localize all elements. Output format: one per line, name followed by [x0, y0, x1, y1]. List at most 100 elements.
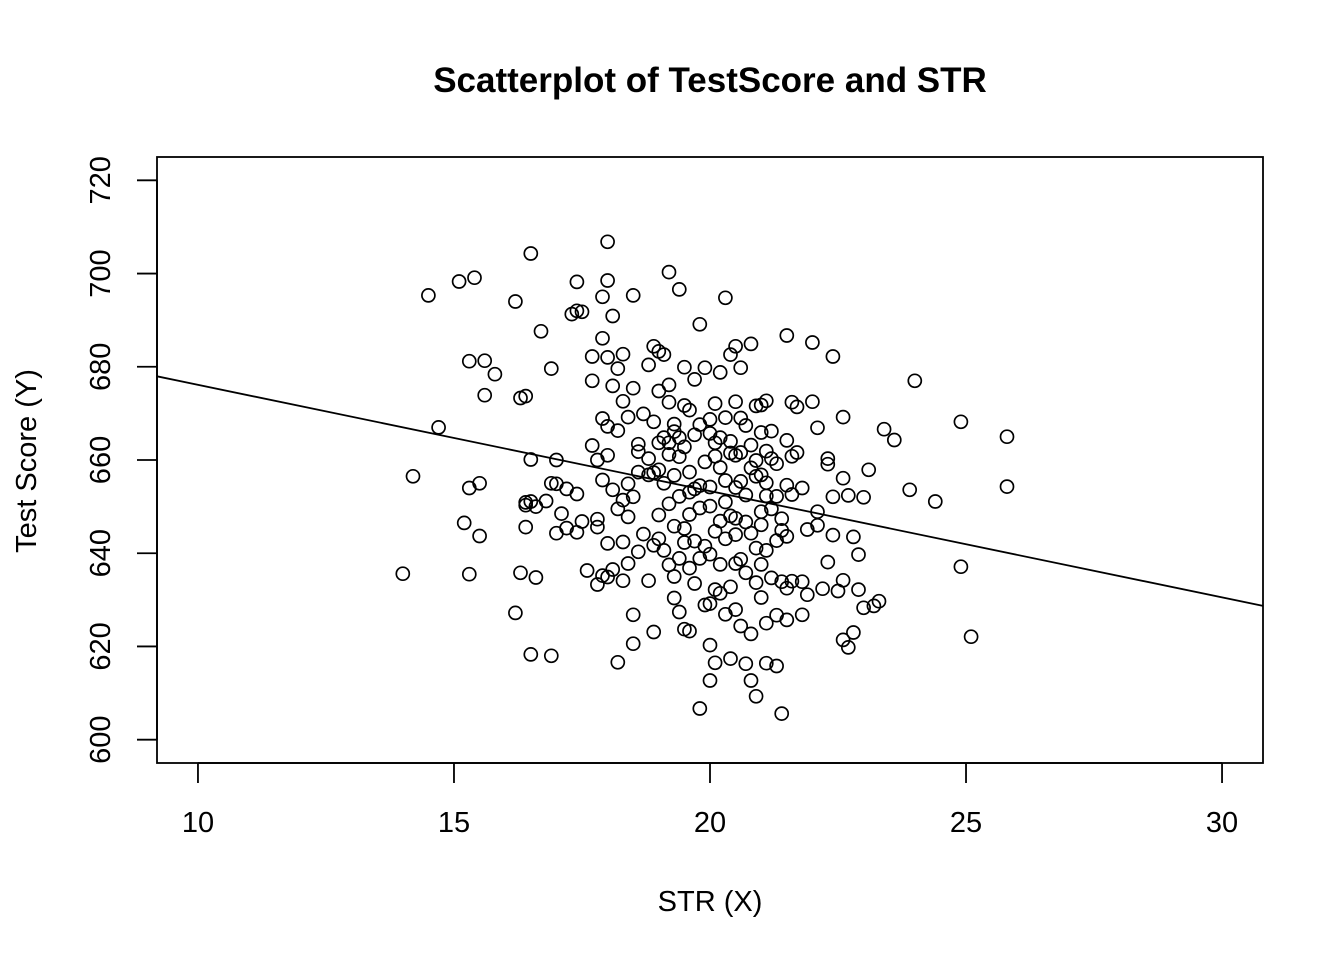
data-point	[661, 377, 677, 393]
data-point	[615, 393, 631, 409]
data-point	[789, 399, 805, 415]
data-point	[738, 487, 754, 503]
data-point	[758, 543, 774, 558]
data-point	[728, 556, 743, 571]
data-point	[620, 556, 636, 571]
data-point	[963, 629, 979, 645]
data-point	[421, 288, 436, 303]
data-point	[513, 565, 528, 581]
x-tick-label: 25	[950, 807, 982, 839]
data-point	[769, 456, 784, 472]
data-point	[876, 421, 892, 437]
data-point	[692, 500, 708, 516]
data-point	[840, 488, 856, 503]
y-axis-label: Test Score (Y)	[11, 369, 43, 553]
data-point	[508, 605, 523, 621]
data-point	[600, 273, 615, 288]
data-point	[615, 492, 631, 508]
data-point	[533, 323, 549, 339]
data-point	[671, 489, 687, 504]
data-point	[456, 515, 472, 531]
data-point	[666, 518, 682, 534]
data-point	[543, 648, 559, 664]
data-point	[728, 338, 743, 354]
data-point	[764, 501, 779, 517]
data-point	[835, 632, 851, 648]
data-point	[569, 486, 585, 502]
data-point	[702, 412, 718, 427]
data-point	[523, 494, 539, 509]
data-point	[620, 509, 636, 525]
y-tick-label: 680	[85, 343, 117, 391]
data-point	[764, 451, 779, 466]
data-point	[692, 551, 708, 566]
data-point	[953, 414, 969, 430]
data-point	[528, 570, 544, 585]
data-point	[769, 489, 784, 504]
data-point	[799, 522, 815, 537]
data-point	[518, 388, 534, 404]
data-point	[728, 394, 743, 410]
data-point	[840, 640, 856, 655]
data-point	[820, 456, 836, 472]
data-point	[702, 637, 718, 653]
data-point	[794, 480, 810, 496]
data-point	[774, 523, 790, 538]
data-point	[692, 316, 708, 332]
data-point	[835, 572, 851, 588]
data-point	[677, 535, 692, 550]
data-point	[835, 470, 851, 486]
data-point	[595, 472, 610, 488]
data-point	[743, 437, 759, 453]
data-point	[646, 414, 662, 430]
data-point	[605, 308, 621, 324]
data-point	[677, 398, 692, 413]
data-point	[718, 410, 733, 425]
data-point	[605, 378, 621, 394]
data-point	[825, 527, 841, 543]
data-point	[518, 519, 534, 535]
data-point	[753, 590, 769, 605]
data-point	[851, 582, 866, 597]
data-point	[753, 557, 769, 572]
data-point	[702, 479, 718, 495]
data-point	[856, 600, 871, 616]
data-point	[595, 411, 610, 426]
data-point	[902, 482, 918, 498]
data-point	[846, 625, 861, 640]
data-point	[712, 430, 728, 445]
data-point	[584, 373, 600, 389]
data-point	[697, 360, 713, 376]
data-point	[395, 566, 411, 582]
data-point	[477, 387, 493, 403]
data-point	[615, 534, 631, 550]
data-point	[625, 288, 641, 303]
data-point	[651, 462, 667, 478]
data-point	[733, 445, 749, 460]
data-point	[794, 607, 810, 623]
data-point	[682, 484, 697, 500]
data-point	[651, 435, 667, 451]
data-point	[472, 528, 487, 544]
data-point	[625, 489, 641, 505]
data-point	[733, 360, 749, 376]
data-point	[656, 347, 672, 362]
data-point	[779, 612, 795, 628]
data-point	[856, 489, 871, 505]
data-point	[723, 445, 738, 461]
data-point	[605, 562, 621, 577]
data-point	[625, 380, 641, 396]
data-point	[590, 577, 605, 592]
data-point	[605, 482, 621, 498]
data-point	[712, 585, 728, 601]
data-point	[702, 596, 718, 611]
data-point	[907, 373, 923, 389]
data-point	[595, 330, 610, 346]
data-point	[738, 514, 754, 530]
data-point	[748, 453, 764, 468]
data-point	[748, 688, 764, 704]
data-point	[723, 651, 738, 666]
data-point	[646, 338, 662, 354]
x-tick-label: 15	[438, 807, 470, 839]
data-point	[661, 264, 677, 280]
